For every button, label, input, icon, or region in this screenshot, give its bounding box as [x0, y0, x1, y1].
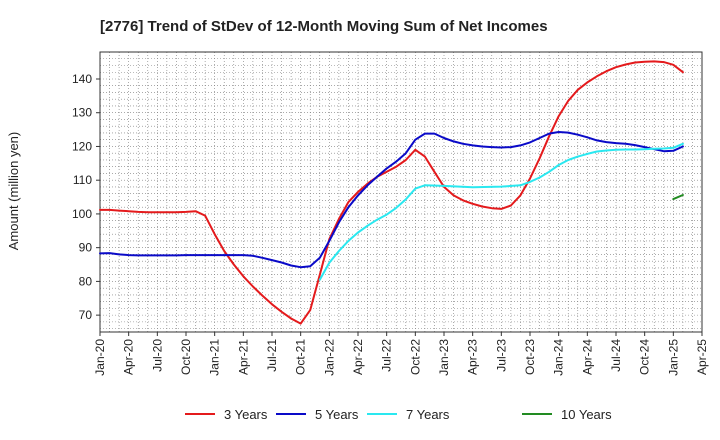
plot-frame: [99, 51, 703, 333]
x-tick-label: Jul-20: [150, 339, 164, 372]
legend: 3 Years 5 Years 7 Years 10 Years: [185, 407, 612, 422]
x-tick-label: Jul-23: [494, 339, 508, 372]
x-tick-label: Apr-22: [351, 339, 365, 375]
legend-label: 7 Years: [406, 407, 450, 422]
x-tick-label: Apr-23: [466, 339, 480, 375]
y-tick-label: 70: [79, 308, 93, 322]
x-tick-label: Apr-24: [580, 339, 594, 375]
series-lines: [99, 60, 684, 325]
x-tick-label: Jan-21: [208, 339, 222, 376]
x-tick-label: Apr-20: [122, 339, 136, 375]
x-tick-label: Apr-25: [695, 339, 709, 375]
x-tick-label: Jan-23: [437, 339, 451, 376]
y-tick-label: 110: [73, 173, 92, 187]
series-line-10-years: [672, 194, 684, 201]
grid: [99, 51, 703, 332]
x-tick-label: Oct-22: [408, 339, 422, 375]
y-axis: 70 80 90 100 110 120 130 140: [72, 72, 100, 322]
y-tick-label: 90: [79, 241, 93, 255]
x-tick-label: Oct-23: [523, 339, 537, 375]
x-tick-label: Jan-22: [322, 339, 336, 376]
legend-label: 10 Years: [561, 407, 612, 422]
x-tick-label: Oct-20: [179, 339, 193, 375]
x-tick-label: Jan-20: [93, 339, 107, 376]
x-tick-label: Jul-22: [380, 339, 394, 372]
series-line-7-years: [318, 142, 684, 281]
y-axis-label: Amount (million yen): [6, 132, 21, 251]
legend-label: 3 Years: [224, 407, 268, 422]
series-line-3-years: [99, 60, 684, 325]
y-tick-label: 80: [79, 274, 93, 288]
x-tick-label: Jan-25: [666, 339, 680, 376]
x-axis: Jan-20 Apr-20 Jul-20 Oct-20 Jan-21 Apr-21 Jul-…: [93, 332, 709, 376]
x-tick-label: Jul-24: [609, 339, 623, 372]
x-tick-label: Apr-21: [236, 339, 250, 375]
x-tick-label: Oct-21: [294, 339, 308, 375]
y-tick-label: 120: [72, 139, 92, 153]
x-tick-label: Oct-24: [638, 339, 652, 375]
y-tick-label: 130: [72, 106, 92, 120]
x-tick-label: Jan-24: [552, 339, 566, 376]
y-tick-label: 140: [72, 72, 92, 86]
legend-label: 5 Years: [315, 407, 359, 422]
x-tick-label: Jul-21: [265, 339, 279, 372]
y-tick-label: 100: [72, 207, 92, 221]
series-line-5-years: [99, 131, 684, 269]
chart-title: [2776] Trend of StDev of 12-Month Moving…: [100, 18, 548, 35]
